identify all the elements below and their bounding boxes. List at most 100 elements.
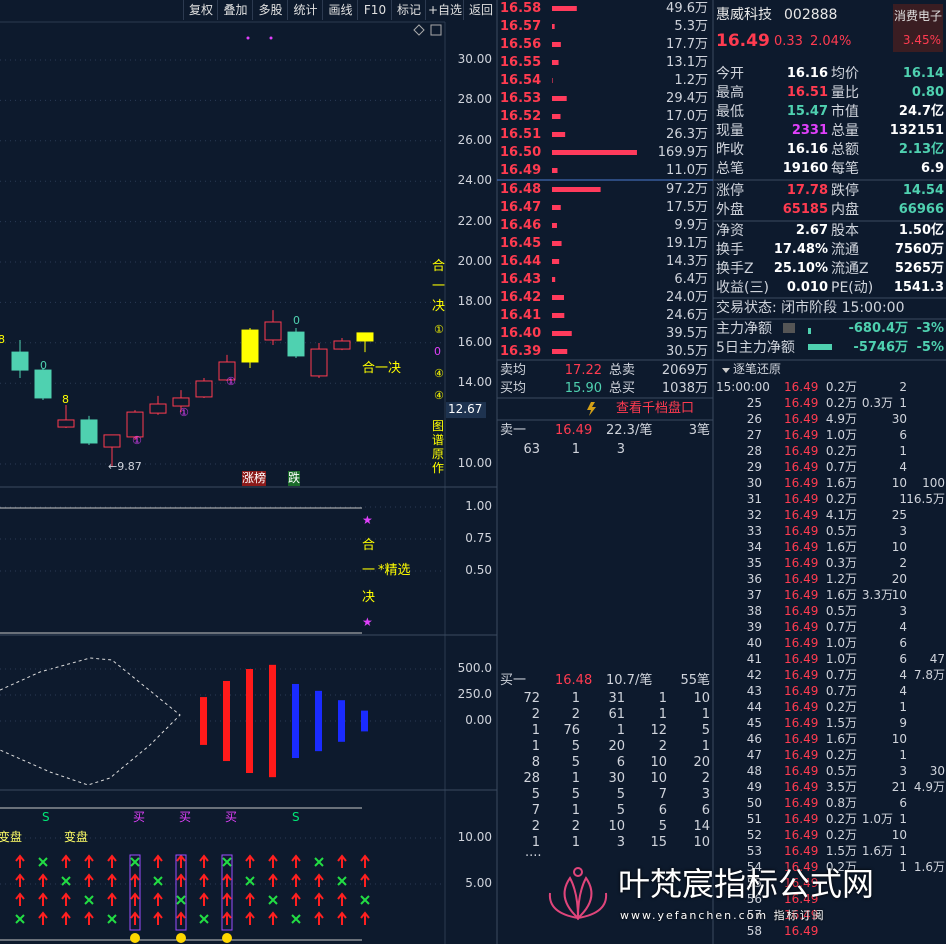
arrow-icon [314,873,324,887]
quote-label: 股本 [831,223,859,239]
tick-time: 46 [746,732,762,746]
flow-pct: -3% [916,321,944,336]
toolbar-button[interactable]: 多股 [252,0,288,20]
tick-count: 6 [899,652,907,666]
panel4-label: 买 [225,810,238,824]
y-tick-label: 250.0 [457,687,492,701]
arrow-icon [38,892,48,906]
quote-label: 现量 [716,123,744,139]
tick-volume: 0.7万 [825,620,857,634]
toolbar-button[interactable]: +自选 [425,0,464,20]
volume-bar [552,78,553,83]
order-size: 10 [693,835,710,850]
bar [338,700,345,742]
quote-value: 1541.3 [893,280,944,295]
order-size: 5 [701,723,710,738]
arrow-icon [38,873,48,887]
quote-value: 65185 [782,202,828,217]
candle-body [149,403,167,414]
arrow-icon [15,892,25,906]
cross-icon [153,876,163,886]
candle-body [195,380,213,398]
star: ★ [362,615,373,629]
order-size: 5 [571,739,580,754]
y-tick-label: 24.00 [457,173,492,188]
arrow-icon [245,854,255,868]
book-volume: 24.6万 [666,308,708,323]
toolbar-button[interactable]: 画线 [322,0,358,20]
tick-time: 32 [746,508,762,522]
tick-count: 4 [899,460,907,474]
candle-note: 0 [40,359,47,372]
tick-time: 25 [746,396,762,410]
tick-count: 4 [899,668,907,682]
order-size: 2 [571,819,580,834]
candle-note: ① [179,406,189,419]
change: 0.33 [774,34,803,49]
tick-count: 1 [899,812,907,826]
summary-value: 1038万 [661,381,708,396]
tick-time: 56 [746,892,762,906]
tick-sub: 3.3万 [861,588,893,602]
quote-value: 1.50亿 [898,223,944,238]
toolbar-button[interactable]: 复权 [183,0,218,20]
tick-time: 58 [746,924,762,938]
candle-note: 8 [0,333,5,346]
tick-price: 16.49 [784,476,819,490]
level-price: 16.49 [555,423,593,438]
arrow-icon [268,854,278,868]
change-pct: 2.04% [810,34,852,49]
order-size: 1 [571,835,580,850]
vertical-label: 决 [432,299,446,314]
order-size: 1 [701,739,710,754]
tick-right: 47 [929,652,945,666]
book-price: 16.41 [500,308,542,323]
book-price: 16.48 [500,182,542,197]
tick-count: 1 [899,396,907,410]
dropdown-icon[interactable] [722,368,730,373]
summary-value: 15.90 [564,381,602,396]
tick-price: 16.49 [784,556,819,570]
tick-volume: 0.2万 [825,700,857,714]
arrow-icon [107,892,117,906]
volume-bar [552,132,566,137]
book-volume: 5.3万 [674,19,708,34]
tick-right: 1.6万 [913,860,945,874]
tick-time: 41 [746,652,762,666]
arrow-icon [337,854,347,868]
arrow-icon [107,854,117,868]
icon[interactable] [430,24,442,36]
panel4-label: S [292,810,300,824]
order-size: 1 [658,691,667,706]
depth-link[interactable]: 查看千档盘口 [616,401,695,416]
arrow-icon [222,892,232,906]
tick-count: 6 [899,428,907,442]
watermark-sub: www.yefanchen.com 指标订阅 [620,909,826,922]
marker: ④ [434,389,444,402]
tick-price: 16.49 [784,796,819,810]
tick-time: 55 [746,876,762,890]
tick-count: 2 [899,380,907,394]
cross-icon [61,876,71,886]
quote-label: 均价 [831,66,859,82]
quote-value: 66966 [898,202,944,217]
book-price: 16.51 [500,127,542,142]
book-volume: 26.3万 [666,127,708,142]
toolbar-button[interactable]: 统计 [287,0,323,20]
icon[interactable] [413,24,425,36]
toolbar-button[interactable]: 返回 [463,0,498,20]
tick-count: 3 [899,524,907,538]
quote-label: 流通 [831,242,859,258]
book-volume: 13.1万 [666,55,708,70]
tick-volume: 1.0万 [825,428,857,442]
watermark-title: 叶梵宸指标公式网 [618,865,875,903]
tick-volume: 0.2万 [825,812,857,826]
tick-price: 16.49 [784,924,819,938]
tick-time: 28 [746,444,762,458]
toolbar-button[interactable]: 叠加 [217,0,253,20]
arrow-icon [291,892,301,906]
flow-value: -680.4万 [848,321,908,336]
tick-volume: 0.2万 [825,444,857,458]
toolbar-button[interactable]: 标记 [391,0,426,20]
toolbar-button[interactable]: F10 [357,0,392,20]
